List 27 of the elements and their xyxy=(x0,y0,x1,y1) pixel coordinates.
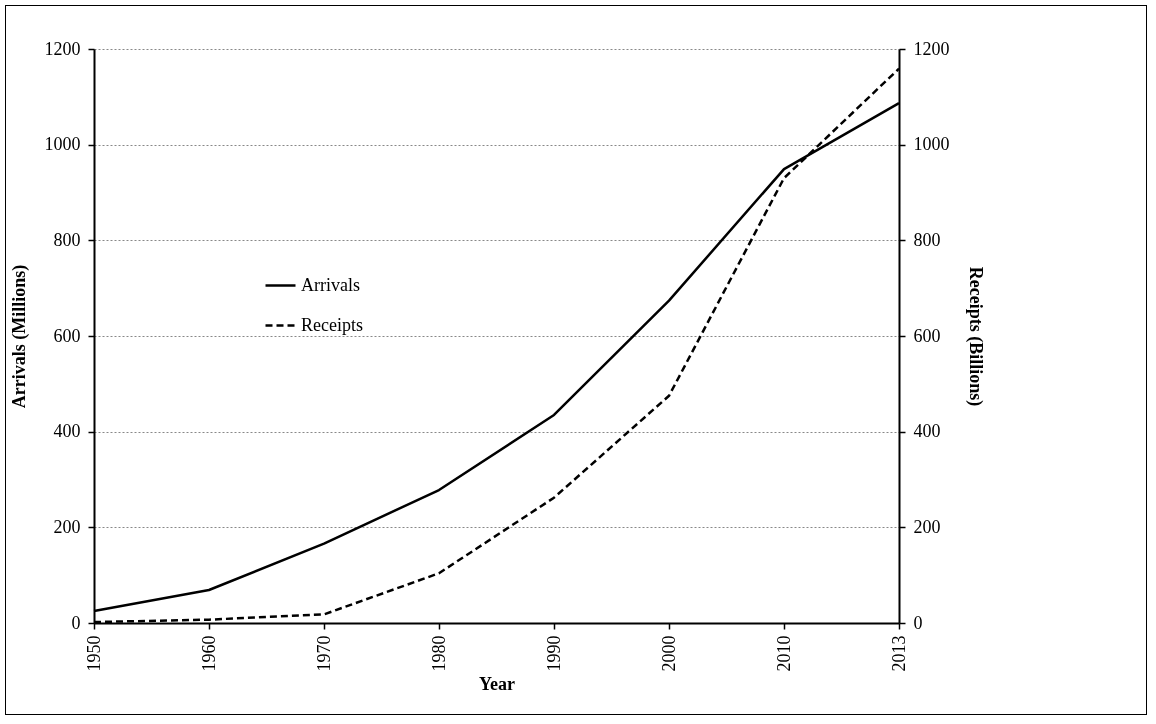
y-tick-label: 200 xyxy=(53,516,81,537)
legend-label: Arrivals xyxy=(301,274,360,295)
x-tick-label: 1960 xyxy=(198,635,219,672)
x-axis-title: Year xyxy=(479,673,515,694)
y-axis-title: Arrivals (Millions) xyxy=(8,264,30,409)
x-tick-label: 1970 xyxy=(313,635,334,672)
y-tick-label: 0 xyxy=(71,612,81,633)
y-tick-label: 800 xyxy=(53,229,81,250)
x-tick-label: 1980 xyxy=(428,635,449,672)
y-tick-label: 1200 xyxy=(44,38,81,59)
y-tick-label: 400 xyxy=(53,421,81,442)
y2-tick-label: 600 xyxy=(913,325,941,346)
x-tick-label: 1950 xyxy=(83,635,104,672)
y2-tick-label: 400 xyxy=(913,421,941,442)
y2-tick-label: 1000 xyxy=(913,134,950,155)
y2-axis-title: Receipts (Billions) xyxy=(964,266,986,407)
y-tick-label: 1000 xyxy=(44,134,81,155)
x-tick-label: 2010 xyxy=(773,635,794,672)
x-tick-label: 2013 xyxy=(888,635,909,672)
y2-tick-label: 1200 xyxy=(913,38,950,59)
legend-label: Receipts xyxy=(301,314,363,335)
y2-tick-label: 200 xyxy=(913,516,941,537)
x-tick-label: 1990 xyxy=(543,635,564,672)
y2-tick-label: 800 xyxy=(913,229,941,250)
y2-tick-label: 0 xyxy=(913,612,923,633)
y-tick-label: 600 xyxy=(53,325,81,346)
x-tick-label: 2000 xyxy=(658,635,679,672)
